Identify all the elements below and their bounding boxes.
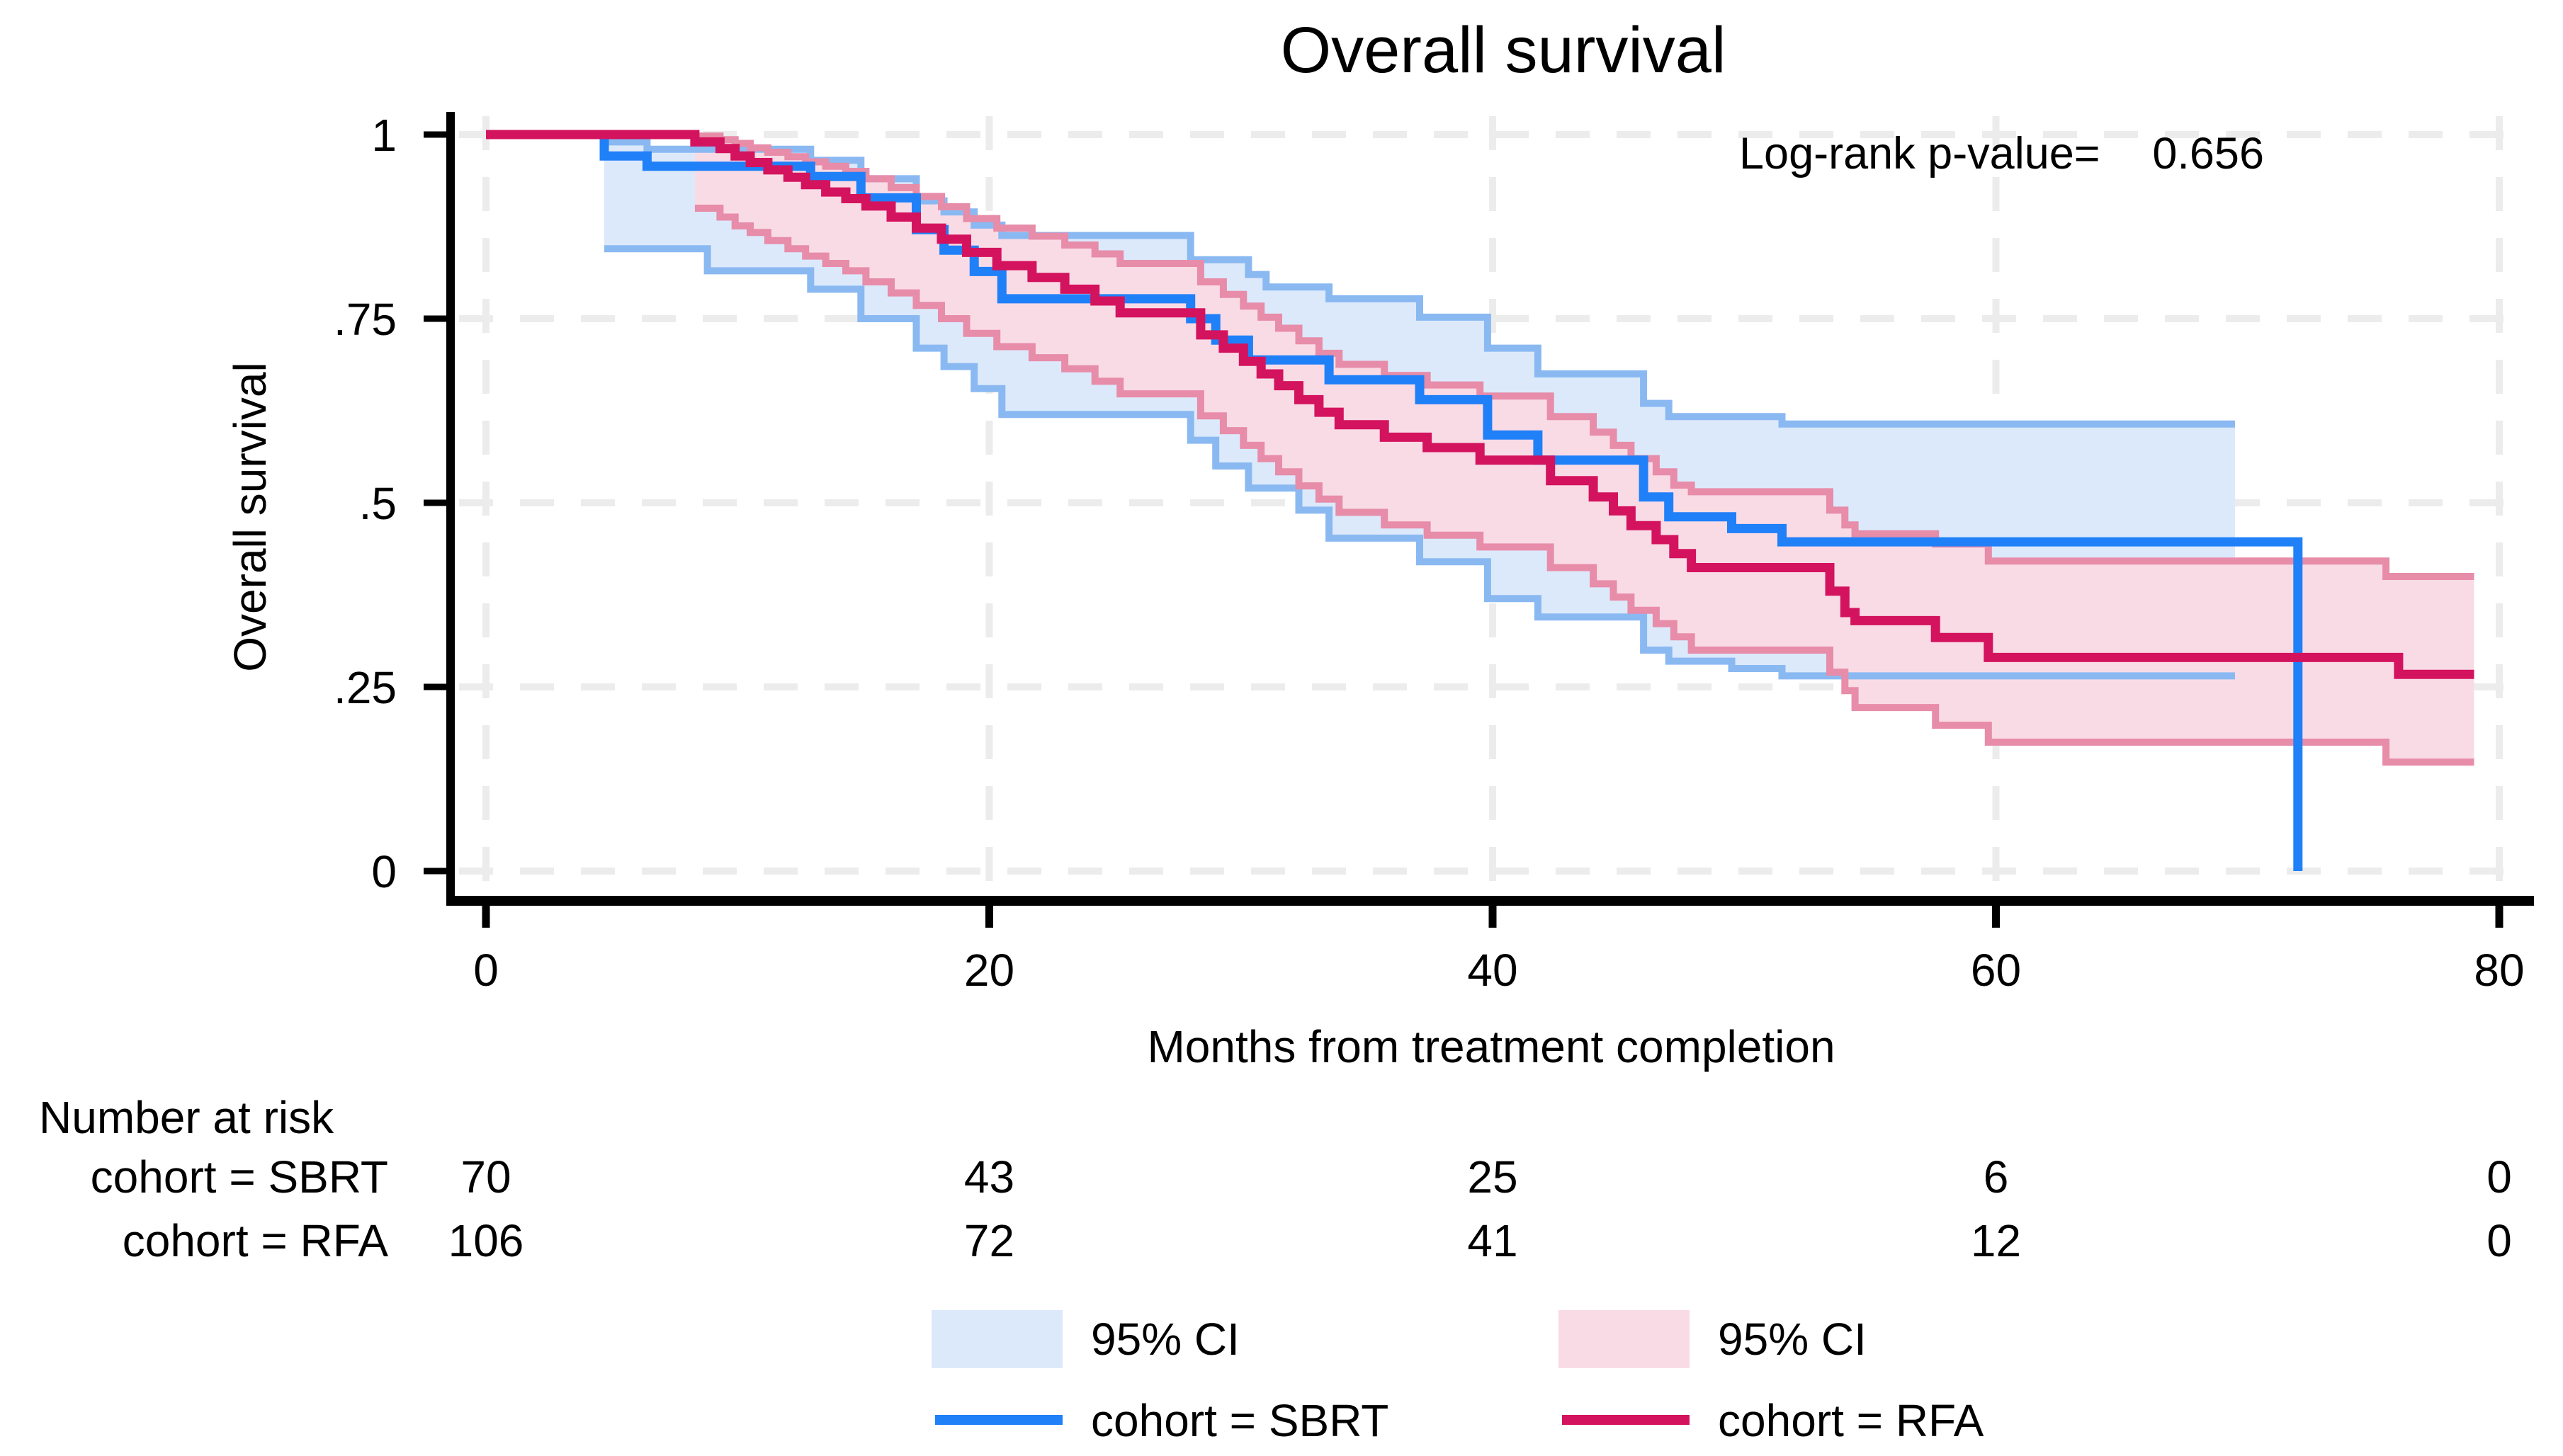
y-tick-label: .25 xyxy=(334,662,397,713)
sbrt-ci-lower-edge xyxy=(604,245,2235,680)
risk-count: 6 xyxy=(1984,1151,2009,1202)
y-tick-label: 0 xyxy=(371,846,397,897)
sbrt-curve xyxy=(486,130,2303,871)
risk-count: 12 xyxy=(1971,1215,2021,1266)
pvalue-label: Log-rank p-value= xyxy=(1739,129,2100,178)
legend-ci-rfa-label: 95% CI xyxy=(1718,1314,1867,1365)
y-tick-label: .5 xyxy=(359,478,397,529)
rfa-ci-upper-edge xyxy=(694,132,2474,580)
risk-count: 70 xyxy=(460,1151,511,1202)
rfa-ci-lower-edge xyxy=(694,205,2474,766)
risk-count: 0 xyxy=(2486,1151,2512,1202)
legend-ci-sbrt-swatch xyxy=(932,1310,1063,1368)
x-axis-title: Months from treatment completion xyxy=(1147,1021,1835,1072)
legend: 95% CI 95% CI cohort = SBRT cohort = RFA xyxy=(932,1310,1984,1446)
y-axis-title: Overall survival xyxy=(225,362,276,671)
risk-row-label-sbrt: cohort = SBRT xyxy=(91,1151,388,1202)
axes xyxy=(424,112,2534,928)
pvalue-value: 0.656 xyxy=(2152,129,2264,178)
rfa-curve xyxy=(486,130,2474,679)
risk-table-heading: Number at risk xyxy=(39,1092,334,1143)
x-tick-label: 80 xyxy=(2474,945,2524,996)
legend-ci-sbrt-label: 95% CI xyxy=(1091,1314,1240,1365)
risk-count: 43 xyxy=(964,1151,1014,1202)
legend-sbrt-label: cohort = SBRT xyxy=(1091,1395,1388,1446)
risk-count: 72 xyxy=(964,1215,1014,1266)
x-tick-label: 0 xyxy=(473,945,499,996)
risk-row-label-rfa: cohort = RFA xyxy=(123,1215,389,1266)
x-tick-label: 20 xyxy=(964,945,1014,996)
survival-curves xyxy=(486,130,2474,871)
legend-rfa-label: cohort = RFA xyxy=(1718,1395,1984,1446)
risk-count: 41 xyxy=(1467,1215,1517,1266)
risk-count: 25 xyxy=(1467,1151,1517,1202)
x-tick-label: 60 xyxy=(1971,945,2021,996)
y-tick-label: 1 xyxy=(371,110,397,161)
tick-labels: 1 .75 .5 .25 0 0 20 40 60 80 xyxy=(334,110,2525,996)
legend-ci-rfa-swatch xyxy=(1558,1310,1690,1368)
y-tick-label: .75 xyxy=(334,294,397,345)
risk-counts: 70 43 25 6 0 106 72 41 12 0 xyxy=(448,1151,2512,1266)
chart-title: Overall survival xyxy=(1281,14,1726,86)
rfa-ci-band xyxy=(694,136,2474,763)
x-tick-label: 40 xyxy=(1467,945,1517,996)
risk-count: 0 xyxy=(2486,1215,2512,1266)
risk-count: 106 xyxy=(448,1215,524,1266)
